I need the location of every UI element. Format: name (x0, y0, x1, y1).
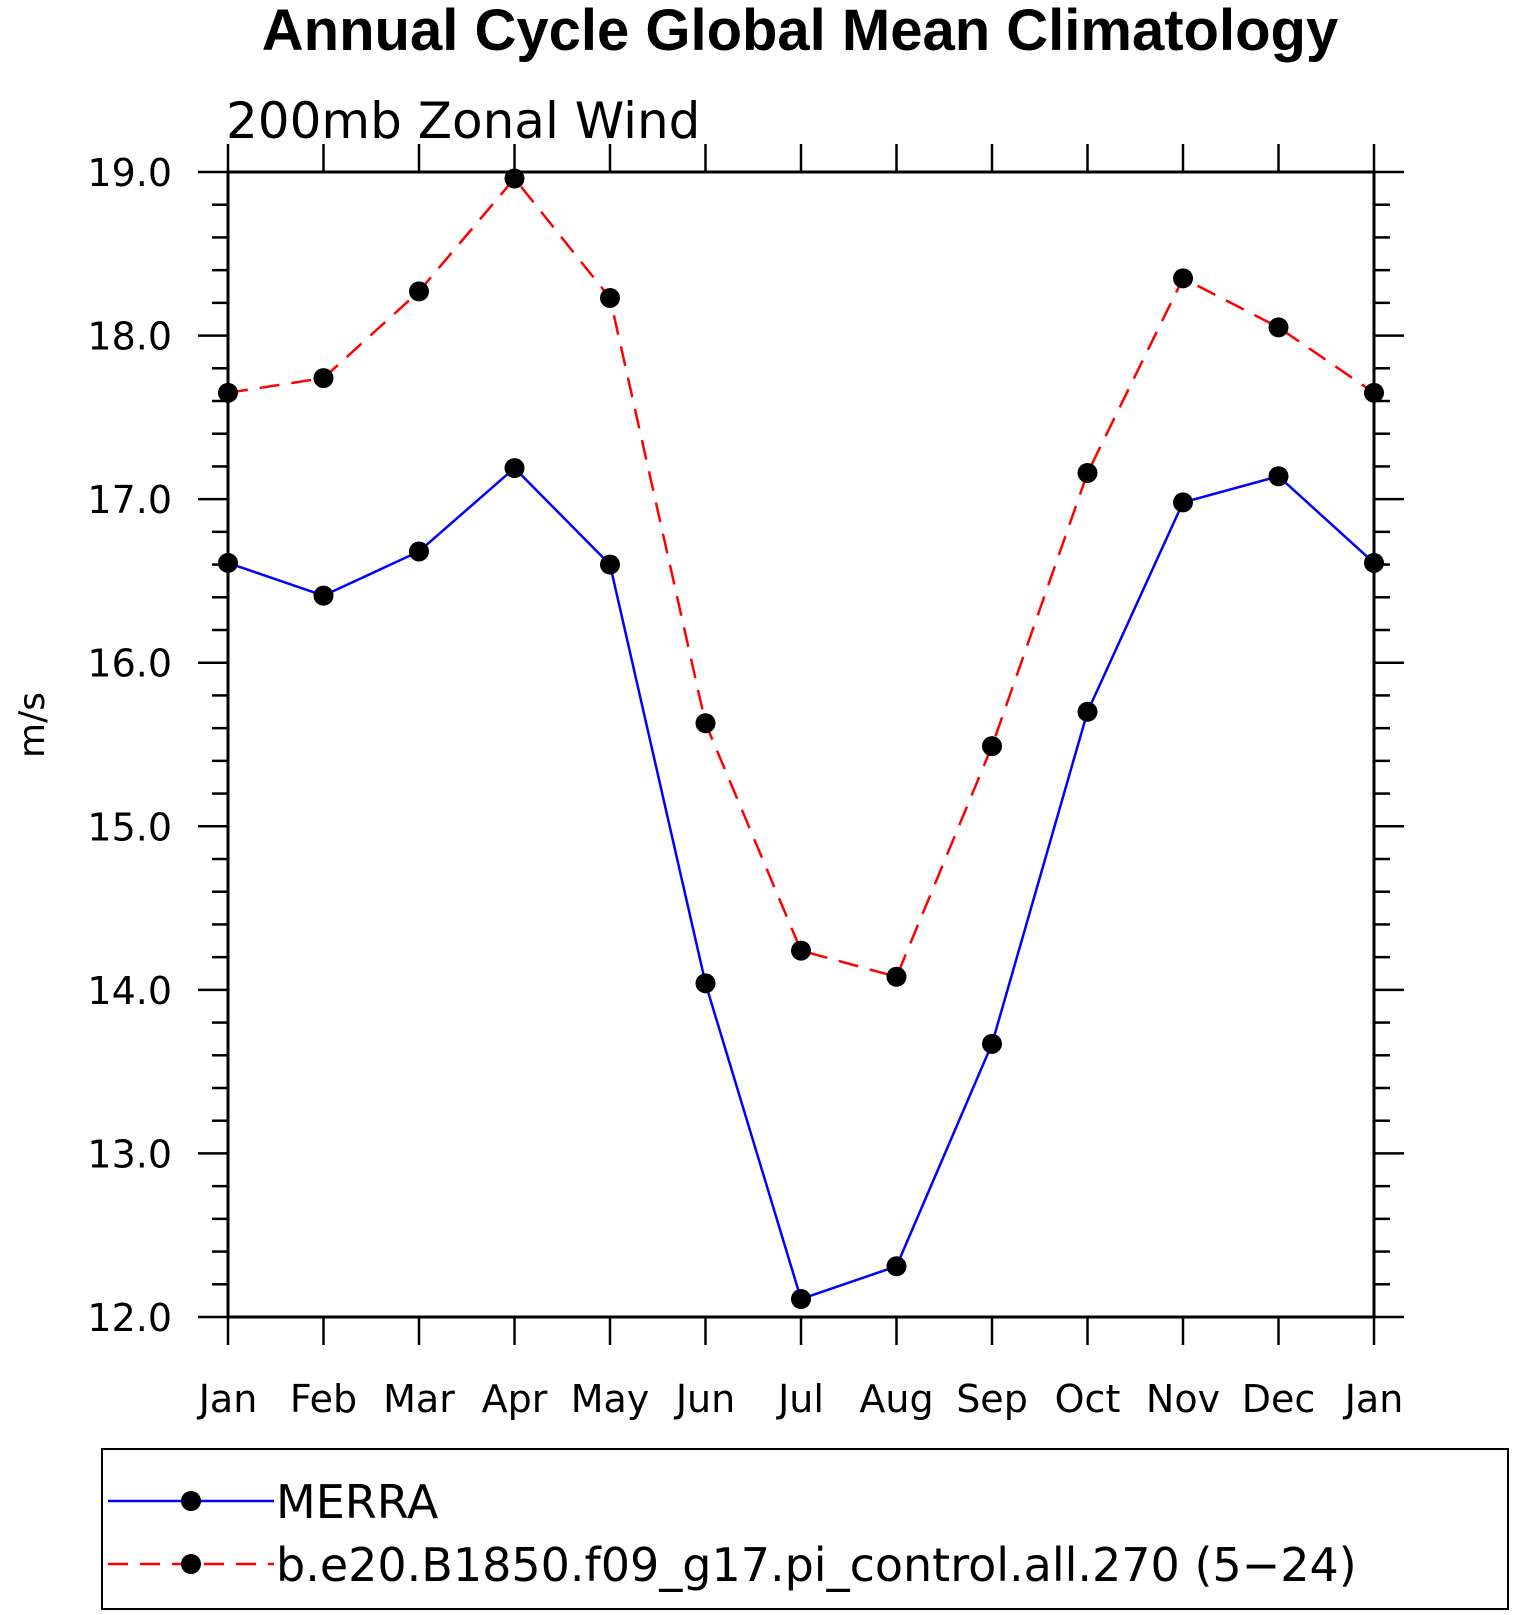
plot-frame (226, 170, 1376, 1319)
series-1-point (313, 585, 334, 606)
legend-label-2: b.e20.B1850.f09_g17.pi_control.all.270 (… (276, 1538, 1357, 1592)
y-axis-label: m/s (12, 692, 53, 758)
series-2-point (886, 966, 907, 987)
series-1-point (791, 1289, 811, 1310)
legend: MERRA b.e20.B1850.f09_g17.pi_control.all.… (108, 1475, 1357, 1592)
y-tick-label: 15.0 (87, 805, 172, 849)
series-2-point (313, 368, 334, 389)
y-tick-label: 19.0 (87, 151, 172, 195)
y-tick-label: 12.0 (87, 1296, 172, 1340)
series-1-point (1364, 552, 1384, 573)
x-tick-label: Aug (859, 1377, 933, 1421)
series-layer (218, 168, 1384, 1310)
series-1-point (1077, 701, 1098, 722)
y-tick-label: 14.0 (87, 969, 172, 1013)
series-2-point (791, 940, 811, 961)
series-1-point (504, 458, 525, 479)
x-tick-label: Jan (1343, 1377, 1404, 1421)
y-tick-label: 13.0 (87, 1132, 172, 1176)
series-2-point (504, 168, 525, 189)
x-tick-label: Sep (956, 1377, 1028, 1421)
series-2-point (1268, 317, 1289, 338)
x-tick-label: Feb (290, 1377, 357, 1421)
series-1-point (218, 552, 238, 573)
series-1-point (409, 541, 429, 562)
legend-marker-1 (181, 1491, 201, 1511)
chart-title: Annual Cycle Global Mean Climatology (262, 0, 1338, 63)
axis-ticks: 12.0 13.0 14.0 15.0 16.0 17.0 18.0 19.0 Jan Feb Ma… (87, 144, 1404, 1421)
series-2-point (1173, 268, 1193, 289)
x-tick-label: Nov (1146, 1377, 1220, 1421)
chart-subtitle: 200mb Zonal Wind (226, 92, 700, 150)
y-tick-label: 17.0 (87, 478, 172, 522)
series-1-point (1268, 466, 1289, 487)
legend-box (101, 1448, 1509, 1610)
x-tick-label: Dec (1242, 1377, 1316, 1421)
series-line-1 (227, 466, 1375, 1301)
series-1-point (886, 1256, 907, 1277)
series-line-2 (227, 176, 1375, 979)
x-tick-label: Jan (197, 1377, 258, 1421)
series-1-point (1173, 492, 1193, 513)
x-tick-label: May (571, 1377, 650, 1421)
series-2-point (409, 281, 429, 302)
series-1-point (982, 1033, 1002, 1054)
series-2-point (218, 382, 238, 403)
series-2-point (695, 713, 716, 734)
y-tick-label: 16.0 (87, 642, 172, 686)
y-tick-label: 18.0 (87, 315, 172, 359)
x-tick-label: Jul (776, 1377, 824, 1421)
series-2-point (600, 287, 620, 308)
x-tick-label: Apr (482, 1377, 548, 1421)
series-2-point (982, 736, 1002, 757)
x-tick-label: Jun (674, 1377, 735, 1421)
x-tick-label: Mar (383, 1377, 455, 1421)
series-2-point (1364, 382, 1384, 403)
series-1-point (695, 973, 716, 994)
x-tick-label: Oct (1055, 1377, 1121, 1421)
legend-label-1: MERRA (276, 1475, 439, 1529)
series-1-point (600, 554, 620, 575)
series-2-point (1077, 462, 1098, 483)
legend-marker-2 (181, 1554, 201, 1574)
